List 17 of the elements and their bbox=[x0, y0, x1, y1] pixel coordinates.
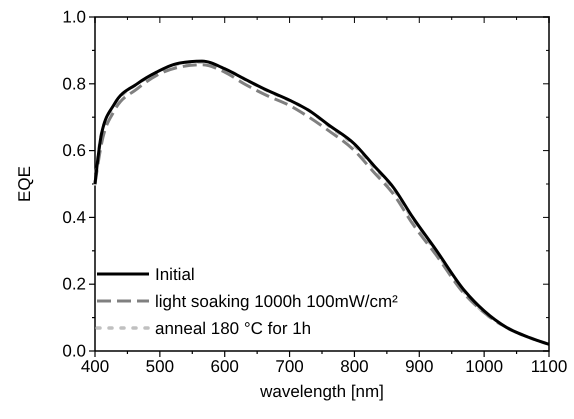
x-tick-label: 900 bbox=[405, 357, 434, 376]
y-tick-label: 0.8 bbox=[62, 74, 86, 94]
x-tick-label: 700 bbox=[275, 357, 304, 376]
legend-label: light soaking 1000h 100mW/cm² bbox=[155, 292, 398, 311]
x-tick-label: 1000 bbox=[465, 357, 504, 376]
legend-label: Initial bbox=[155, 265, 195, 284]
y-tick-label: 1.0 bbox=[62, 7, 86, 26]
y-tick-label: 0.4 bbox=[62, 208, 86, 227]
x-tick-label: 500 bbox=[146, 357, 174, 376]
x-axis-title: wavelength [nm] bbox=[259, 382, 384, 401]
x-tick-label: 800 bbox=[340, 357, 369, 376]
y-axis-title: EQE bbox=[15, 166, 34, 202]
legend-label: anneal 180 °C for 1h bbox=[155, 319, 312, 338]
x-tick-label: 1100 bbox=[530, 357, 568, 376]
y-tick-label: 0.2 bbox=[62, 274, 86, 294]
x-tick-label: 600 bbox=[210, 357, 239, 376]
y-tick-label: 0.6 bbox=[62, 141, 86, 160]
